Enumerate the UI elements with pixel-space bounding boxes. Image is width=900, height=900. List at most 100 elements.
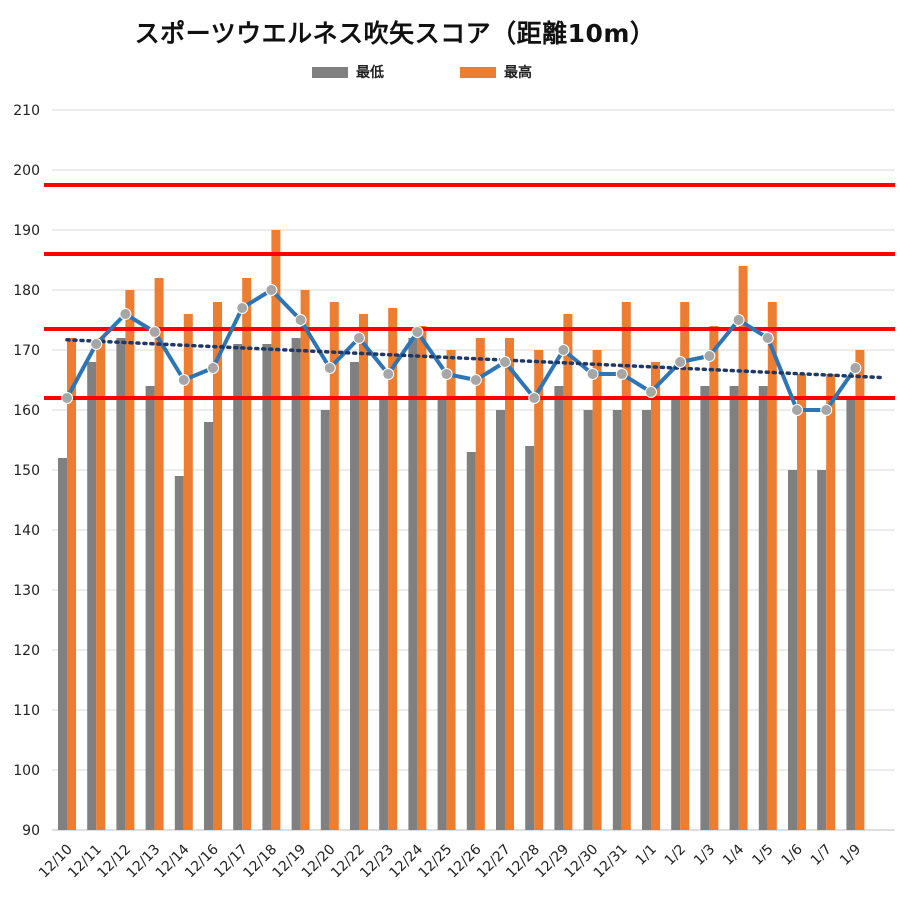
bar-min bbox=[817, 470, 827, 830]
legend: 最低 最高 bbox=[0, 62, 900, 86]
y-tick-label: 210 bbox=[13, 103, 40, 119]
line-marker bbox=[148, 326, 161, 338]
y-tick-label: 100 bbox=[13, 763, 40, 779]
legend-swatch-min bbox=[312, 66, 348, 78]
bar-min bbox=[204, 422, 213, 830]
line-marker bbox=[528, 392, 541, 404]
bar-max bbox=[417, 326, 427, 830]
y-tick-label: 120 bbox=[13, 643, 40, 659]
legend-swatch-max bbox=[460, 66, 496, 78]
bar-min bbox=[87, 362, 97, 830]
x-tick-label: 1/4 bbox=[720, 841, 747, 868]
bar-min bbox=[758, 386, 768, 830]
bar-max bbox=[446, 350, 456, 830]
y-tick-label: 200 bbox=[13, 163, 40, 179]
bar-max bbox=[563, 314, 573, 830]
line-marker bbox=[761, 332, 774, 344]
line-marker bbox=[703, 350, 716, 362]
line-marker bbox=[353, 332, 365, 344]
line-marker bbox=[674, 356, 687, 368]
bar-min bbox=[788, 470, 797, 830]
bar-max bbox=[505, 338, 514, 830]
line-marker bbox=[732, 314, 745, 326]
bar-min bbox=[583, 410, 593, 830]
bar-max bbox=[797, 374, 806, 830]
x-tick-label: 1/7 bbox=[808, 842, 835, 869]
y-tick-label: 180 bbox=[13, 283, 40, 299]
line-marker bbox=[557, 344, 570, 356]
legend-item-max: 最高 bbox=[460, 62, 532, 82]
bar-min bbox=[320, 410, 330, 830]
bar-min bbox=[671, 398, 681, 830]
line-marker bbox=[849, 362, 862, 374]
line-marker bbox=[820, 404, 833, 416]
line-marker bbox=[382, 368, 395, 380]
bar-max bbox=[388, 308, 398, 830]
x-tick-label: 1/3 bbox=[691, 842, 718, 869]
bar-min bbox=[700, 386, 710, 830]
bar-min bbox=[350, 362, 359, 830]
y-tick-label: 130 bbox=[13, 583, 40, 599]
bar-max bbox=[183, 314, 193, 830]
bar-max bbox=[680, 302, 690, 830]
bar-min bbox=[642, 410, 651, 830]
bar-max bbox=[125, 290, 135, 830]
line-marker bbox=[499, 356, 511, 368]
line-marker bbox=[440, 368, 453, 380]
bar-min bbox=[233, 344, 243, 830]
legend-label-max: 最高 bbox=[504, 65, 532, 81]
x-tick-label: 1/2 bbox=[662, 842, 689, 869]
x-tick-label: 1/6 bbox=[779, 841, 806, 868]
y-tick-label: 170 bbox=[13, 343, 40, 359]
bar-max bbox=[738, 266, 748, 830]
bar-min bbox=[58, 458, 67, 830]
bar-min bbox=[496, 410, 505, 830]
bar-max bbox=[359, 314, 368, 830]
bar-max bbox=[621, 302, 631, 830]
bar-max bbox=[271, 230, 281, 830]
bar-min bbox=[729, 386, 739, 830]
y-tick-label: 140 bbox=[13, 523, 40, 539]
bar-min bbox=[116, 338, 126, 830]
line-marker bbox=[323, 362, 336, 374]
bar-max bbox=[213, 302, 222, 830]
bar-max bbox=[826, 374, 836, 830]
legend-item-min: 最低 bbox=[312, 62, 384, 82]
line-marker bbox=[236, 302, 249, 314]
bar-max bbox=[709, 326, 719, 830]
bar-max bbox=[96, 338, 106, 830]
bar-max bbox=[154, 278, 164, 830]
chart-title: スポーツウエルネス吹矢スコア（距離10m） bbox=[134, 19, 656, 48]
line-marker bbox=[586, 368, 599, 380]
y-tick-label: 150 bbox=[13, 463, 40, 479]
line-marker bbox=[469, 374, 482, 386]
bar-max bbox=[242, 278, 252, 830]
line-marker bbox=[411, 326, 424, 338]
bar-min bbox=[554, 386, 564, 830]
y-tick-label: 110 bbox=[13, 703, 40, 719]
y-tick-label: 90 bbox=[22, 823, 40, 839]
bar-min bbox=[174, 476, 184, 830]
bar-max bbox=[475, 338, 485, 830]
line-marker bbox=[265, 284, 278, 296]
bar-min bbox=[525, 446, 535, 830]
bar-max bbox=[329, 302, 339, 830]
series-line bbox=[65, 288, 858, 412]
bar-min bbox=[437, 398, 447, 830]
x-tick-label: 1/5 bbox=[749, 842, 776, 869]
bar-max bbox=[855, 350, 865, 830]
bar-max bbox=[651, 362, 660, 830]
bar-min bbox=[466, 452, 476, 830]
x-tick-label: 1/1 bbox=[633, 842, 660, 869]
bar-min bbox=[846, 398, 856, 830]
bar-max bbox=[592, 350, 602, 830]
legend-label-min: 最低 bbox=[356, 65, 384, 81]
bar-min bbox=[291, 338, 301, 830]
x-tick-label: 1/9 bbox=[837, 842, 864, 869]
y-tick-label: 190 bbox=[13, 223, 40, 239]
bar-max bbox=[300, 290, 310, 830]
line-marker bbox=[791, 404, 803, 416]
y-tick-label: 160 bbox=[13, 403, 40, 419]
line-marker bbox=[645, 386, 657, 398]
bar-max bbox=[67, 338, 76, 830]
